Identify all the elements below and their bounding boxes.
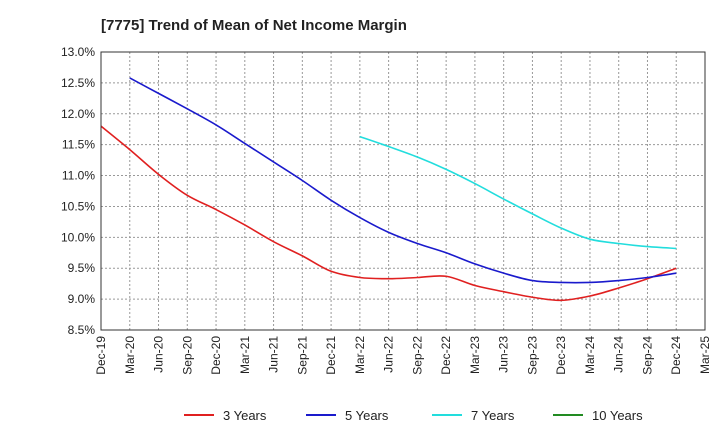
x-tick-label: Jun-22 [382, 336, 396, 373]
x-tick-label: Dec-23 [554, 336, 568, 375]
axes: 8.5% 9.0% 9.5% 10.0% 10.5% 11.0% 11.5% 12.0% 12.… [61, 45, 712, 375]
y-tick-label: 9.0% [68, 292, 96, 306]
y-tick-label: 12.0% [61, 107, 95, 121]
series-line-1 [129, 77, 677, 284]
x-tick-label: Jun-23 [497, 336, 511, 373]
y-tick-label: 11.0% [62, 169, 95, 183]
x-tick-label: Sep-23 [525, 336, 539, 375]
chart-title: [7775] Trend of Mean of Net Income Margi… [101, 17, 407, 34]
x-tick-label: Sep-22 [410, 336, 424, 375]
x-tick-label: Mar-21 [238, 336, 252, 374]
y-tick-label: 8.5% [68, 323, 96, 337]
legend-label: 10 Years [592, 408, 643, 423]
legend-label: 7 Years [471, 408, 515, 423]
x-tick-label: Sep-21 [295, 336, 309, 375]
x-tick-label: Sep-24 [640, 336, 654, 375]
x-tick-label: Mar-23 [468, 336, 482, 374]
x-tick-label: Jun-21 [267, 336, 281, 373]
y-tick-label: 9.5% [68, 261, 96, 275]
series-line-2 [359, 135, 677, 250]
series-lines [100, 77, 677, 302]
x-tick-label: Dec-20 [209, 336, 223, 375]
x-tick-label: Dec-22 [439, 336, 453, 375]
x-tick-label: Dec-19 [94, 336, 108, 375]
x-tick-label: Mar-22 [353, 336, 367, 374]
y-tick-label: 13.0% [61, 45, 95, 59]
legend: 3 Years 5 Years 7 Years 10 Years [184, 408, 643, 423]
x-tick-label: Jun-20 [152, 336, 166, 373]
plot-frame [100, 51, 706, 331]
y-tick-label: 12.5% [61, 76, 95, 90]
x-tick-label: Mar-25 [698, 336, 712, 374]
series-line-0 [100, 125, 677, 302]
y-tick-label: 10.0% [61, 230, 95, 244]
y-tick-label: 11.5% [62, 138, 95, 152]
x-tick-label: Mar-24 [583, 336, 597, 374]
x-tick-label: Jun-24 [612, 336, 626, 373]
grid [100, 51, 706, 331]
y-tick-label: 10.5% [61, 199, 95, 213]
x-tick-label: Dec-21 [324, 336, 338, 375]
x-tick-label: Mar-20 [123, 336, 137, 374]
legend-label: 5 Years [345, 408, 389, 423]
x-tick-label: Sep-20 [180, 336, 194, 375]
x-tick-label: Dec-24 [669, 336, 683, 375]
legend-label: 3 Years [223, 408, 267, 423]
